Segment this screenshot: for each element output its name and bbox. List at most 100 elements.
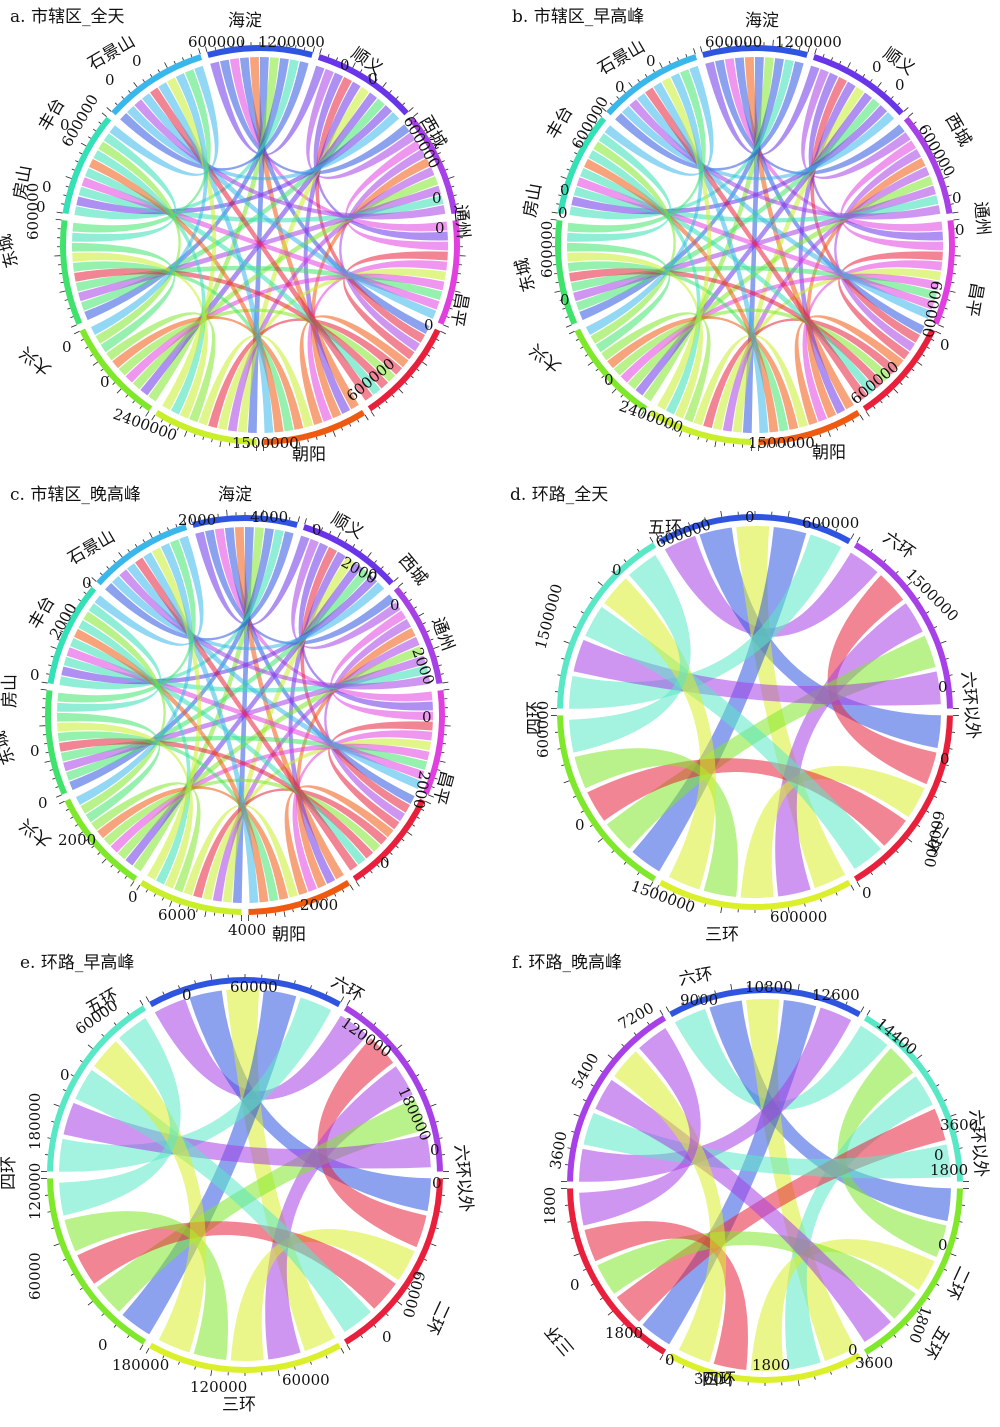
segment-tick — [349, 423, 352, 427]
chord-ribbon — [604, 578, 717, 890]
chord-ribbon — [63, 1102, 431, 1169]
segment-tick — [98, 121, 102, 124]
segment-tick — [166, 527, 169, 531]
segment-tick — [928, 142, 935, 147]
segment-tick — [385, 1313, 389, 1317]
segment-tick — [561, 657, 565, 660]
segment-label-chaoyang-b: 朝阳 — [812, 443, 846, 463]
segment-tick — [877, 82, 882, 88]
segment-tick — [671, 427, 674, 431]
segment-tick — [458, 218, 465, 221]
tick-label: 9000 — [680, 991, 718, 1009]
segment-tick — [953, 218, 960, 221]
segment-tick — [855, 69, 858, 73]
segment-tick — [106, 566, 109, 569]
chord-ribbon — [77, 1221, 396, 1309]
segment-tick — [113, 1324, 117, 1328]
chord-ribbon — [306, 68, 416, 180]
segment-arc-3 — [659, 879, 851, 910]
segment-tick — [451, 185, 455, 188]
segment-tick — [440, 330, 447, 335]
segment-tick — [830, 1371, 832, 1375]
panel-d: d. 环路_全天 六环 六环以外 二环 三环 四环 五环 0 600000 15… — [510, 485, 983, 945]
segment-tick — [121, 96, 124, 99]
tick-label: 0 — [862, 884, 872, 902]
segment-tick — [56, 638, 60, 641]
segment-tick — [199, 516, 202, 521]
tick-label: 600000 — [188, 33, 245, 51]
chord-ribbon — [585, 606, 881, 870]
segment-tick — [907, 838, 913, 843]
segment-tick — [899, 382, 903, 385]
segment-tick — [149, 532, 153, 538]
segment-arc-2 — [863, 1188, 963, 1355]
chord-ribbon — [569, 554, 691, 753]
segment-tick — [893, 1032, 897, 1036]
segment-tick — [441, 160, 445, 163]
chord-ribbon — [72, 242, 176, 353]
segment-arc-10 — [606, 54, 698, 116]
tick-label: 0 — [612, 561, 622, 579]
segment-tick — [434, 777, 438, 780]
tick-label: 0 — [82, 574, 92, 592]
segment-tick — [561, 764, 565, 767]
segment-tick — [344, 60, 347, 64]
chord-ribbon — [317, 1038, 427, 1248]
segment-tick — [142, 539, 145, 543]
chord-ribbon — [794, 315, 904, 426]
chord-ribbon — [827, 575, 937, 785]
chord-ribbon — [579, 1027, 701, 1226]
segment-tick — [50, 646, 57, 649]
segment-tick — [580, 810, 584, 813]
segment-arc-7 — [79, 328, 153, 412]
tick-label: 0 — [380, 854, 390, 872]
segment-tick — [609, 102, 613, 106]
segment-tick — [582, 1099, 586, 1102]
segment-tick — [917, 1054, 923, 1059]
tick-label: 6000 — [158, 906, 196, 924]
segment-tick — [360, 1335, 364, 1339]
segment-tick — [820, 522, 822, 526]
chord-ribbon — [210, 61, 325, 156]
tick-label: 0 — [955, 221, 965, 239]
segment-tick — [856, 536, 861, 543]
segment-tick — [941, 316, 945, 319]
segment-tick — [79, 152, 83, 155]
segment-tick — [934, 795, 938, 798]
segment-tick — [367, 552, 372, 558]
segment-tick — [363, 875, 366, 879]
segment-arc-3 — [932, 220, 955, 325]
segment-tick — [440, 673, 444, 675]
segment-tick — [45, 751, 49, 754]
segment-tick — [169, 900, 173, 907]
chord-ribbon — [112, 575, 385, 651]
segment-tick — [435, 1120, 439, 1123]
tick-label: 0 — [132, 52, 142, 70]
segment-tick — [383, 858, 389, 864]
segment-tick — [697, 436, 700, 440]
segment-tick — [923, 136, 927, 139]
segment-tick — [919, 128, 922, 132]
segment-tick — [126, 1011, 130, 1015]
chord-ribbon — [345, 140, 448, 251]
chord-ribbon — [94, 1041, 207, 1353]
segment-tick — [204, 911, 207, 918]
segment-arc-0 — [207, 45, 313, 58]
segment-tick — [621, 1323, 625, 1327]
segment-tick — [426, 630, 430, 633]
segment-label-ring3-e: 三环 — [222, 1395, 256, 1415]
segment-arc-8 — [45, 690, 68, 795]
segment-tick — [83, 591, 87, 594]
chord-ribbon — [567, 242, 671, 353]
segment-tick — [345, 539, 348, 543]
segment-tick — [58, 800, 65, 805]
segment-tick — [78, 598, 81, 602]
segment-tick — [607, 382, 611, 385]
tick-label: 1800 — [541, 1187, 559, 1225]
segment-arc-2 — [853, 715, 953, 882]
segment-arc-4 — [557, 715, 657, 882]
segment-tick — [880, 1021, 884, 1025]
segment-tick — [59, 290, 66, 293]
segment-tick — [859, 414, 864, 421]
segment-tick — [839, 60, 842, 64]
